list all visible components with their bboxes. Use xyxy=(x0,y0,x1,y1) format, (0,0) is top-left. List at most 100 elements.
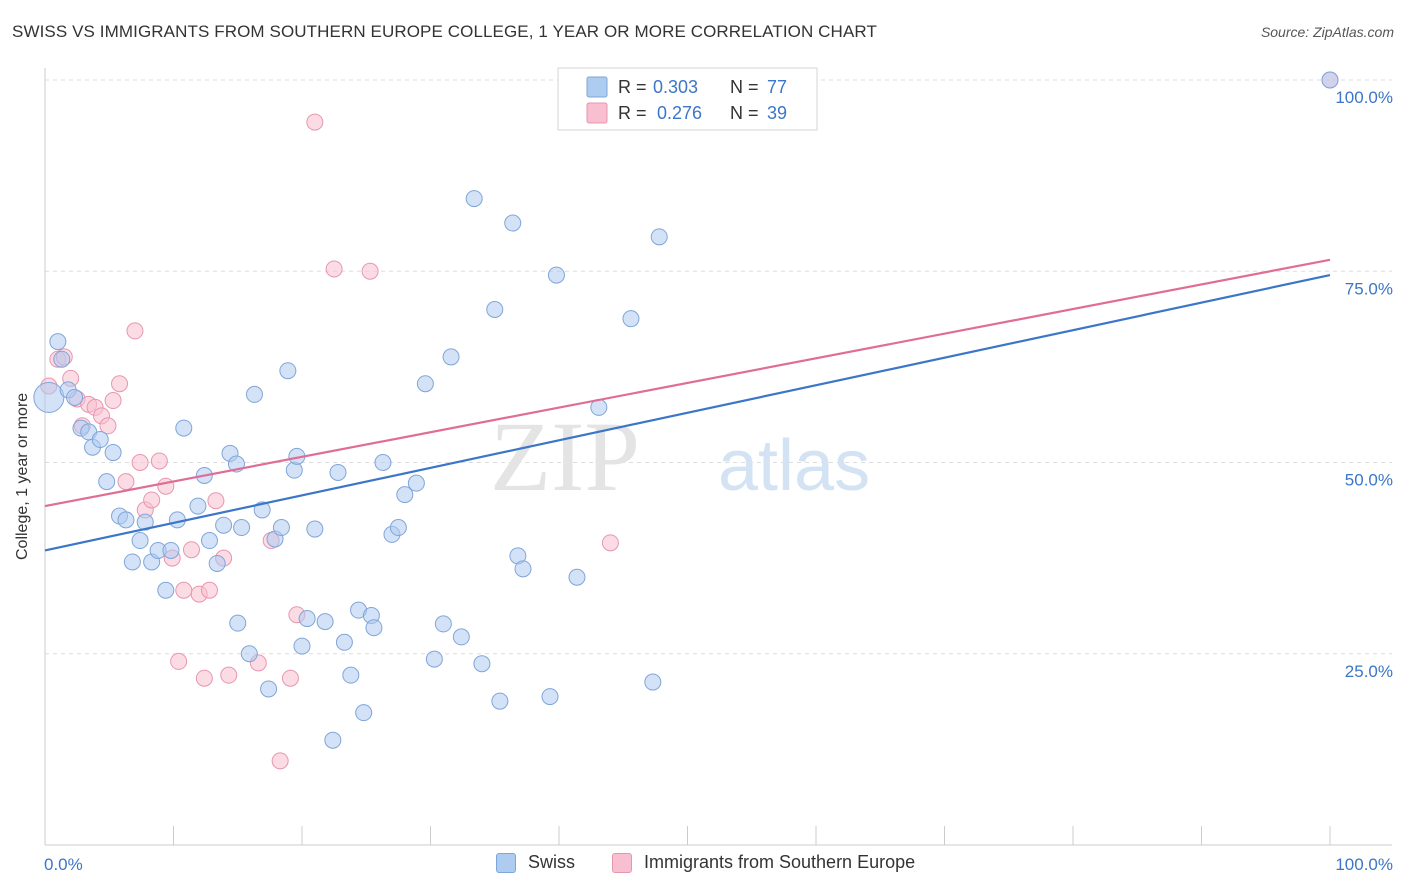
immigrants-point xyxy=(150,452,168,470)
swiss-point xyxy=(123,553,141,571)
immigrants-point xyxy=(117,473,135,491)
swiss-point xyxy=(285,461,303,479)
swiss-point xyxy=(491,692,509,710)
y-tick-label: 75.0% xyxy=(1345,279,1393,298)
trend-lines xyxy=(44,258,1331,552)
watermark-atlas: atlas xyxy=(718,426,870,506)
swiss-point xyxy=(355,704,373,722)
watermark: ZIP atlas xyxy=(490,401,870,512)
swiss-point xyxy=(442,348,460,366)
bottom-legend: Swiss Immigrants from Southern Europe xyxy=(0,852,1406,878)
swiss-point xyxy=(117,511,135,529)
immigrants-point xyxy=(601,534,619,552)
bottom-legend-swiss: Swiss xyxy=(496,852,575,873)
swiss-point xyxy=(66,388,84,406)
x-tick-labels: 0.0% 100.0% xyxy=(44,855,1393,874)
swiss-point xyxy=(407,474,425,492)
y-tick-label: 100.0% xyxy=(1335,88,1393,107)
immigrants-point xyxy=(111,375,129,393)
y-tick-labels: 100.0% 75.0% 50.0% 25.0% xyxy=(1335,88,1393,681)
swiss-point xyxy=(98,473,116,491)
swiss-point xyxy=(272,519,290,537)
swiss-point xyxy=(329,463,347,481)
legend-swiss-n-label: N = xyxy=(730,77,759,97)
series-immigrants-points xyxy=(40,71,1339,770)
gridlines xyxy=(45,79,1392,655)
series-swiss-points xyxy=(33,71,1339,749)
immigrants-point xyxy=(182,541,200,559)
swiss-point xyxy=(229,614,247,632)
swiss-point xyxy=(473,655,491,673)
bottom-legend-immigrants: Immigrants from Southern Europe xyxy=(612,852,915,873)
swiss-point xyxy=(396,486,414,504)
y-tick-label: 25.0% xyxy=(1345,662,1393,681)
bottom-legend-label-swiss: Swiss xyxy=(528,852,576,872)
bottom-legend-swatch-swiss xyxy=(496,852,516,873)
bottom-legend-swatch-immigrants xyxy=(612,852,632,873)
swiss-point xyxy=(208,554,226,572)
legend-swatch-immigrants xyxy=(586,102,608,124)
legend-swiss-r-value: 0.303 xyxy=(653,77,698,97)
immigrants-point xyxy=(170,652,188,670)
swiss-point xyxy=(452,628,470,646)
legend-swiss-n-value: 77 xyxy=(767,77,787,97)
swiss-point xyxy=(104,444,122,462)
immigrants-point xyxy=(143,491,161,509)
swiss-point xyxy=(465,190,483,208)
legend-immigrants-n-label: N = xyxy=(730,103,759,123)
x-tick-label-left: 0.0% xyxy=(44,855,83,874)
swiss-point xyxy=(298,610,316,628)
swiss-point xyxy=(514,560,532,578)
immigrants-point xyxy=(131,454,149,471)
swiss-point xyxy=(215,516,233,534)
swiss-point xyxy=(189,497,207,515)
swiss-point xyxy=(650,228,668,246)
swiss-point xyxy=(157,581,175,599)
swiss-trend-line xyxy=(44,273,1331,552)
source-label: Source: ZipAtlas.com xyxy=(1260,24,1394,40)
swiss-point xyxy=(131,532,149,550)
swiss-point xyxy=(245,385,263,403)
immigrants-point xyxy=(195,669,213,687)
swiss-point xyxy=(316,613,334,631)
swiss-point xyxy=(622,310,640,328)
immigrants-point xyxy=(99,417,117,435)
immigrants-point xyxy=(200,581,218,599)
swiss-point xyxy=(486,301,504,318)
y-tick-label: 50.0% xyxy=(1345,471,1393,490)
immigrants-point xyxy=(361,262,379,280)
immigrants-point xyxy=(126,322,144,340)
legend-box: R = 0.303 N = 77 R = 0.276 N = 39 xyxy=(557,67,818,131)
swiss-point xyxy=(335,633,353,651)
swiss-point xyxy=(568,568,586,586)
swiss-point xyxy=(240,645,258,663)
swiss-point xyxy=(541,688,559,706)
watermark-zip: ZIP xyxy=(490,401,640,512)
immigrants-point xyxy=(157,477,175,495)
immigrants-point xyxy=(207,492,225,510)
swiss-point xyxy=(279,362,297,380)
swiss-point xyxy=(365,619,383,637)
swiss-point xyxy=(324,731,342,749)
legend-immigrants-r-label: R = xyxy=(618,103,647,123)
immigrants-trend-line xyxy=(44,258,1331,508)
x-tick-label-right: 100.0% xyxy=(1335,855,1393,874)
swiss-point xyxy=(136,513,154,531)
swiss-point xyxy=(547,266,565,284)
legend-swiss-r-label: R = xyxy=(618,77,647,97)
swiss-point xyxy=(162,541,180,559)
legend-immigrants-r-value: 0.276 xyxy=(657,103,702,123)
swiss-point xyxy=(425,650,443,668)
immigrants-point xyxy=(281,669,299,687)
legend-immigrants-n-value: 39 xyxy=(767,103,787,123)
swiss-point xyxy=(49,333,67,351)
swiss-point xyxy=(53,350,71,368)
swiss-point xyxy=(504,214,522,232)
swiss-point xyxy=(644,673,662,691)
immigrants-point xyxy=(220,666,238,684)
swiss-point xyxy=(389,519,407,537)
swiss-point xyxy=(260,680,278,698)
swiss-point xyxy=(33,381,65,413)
swiss-point xyxy=(175,419,193,437)
swiss-point xyxy=(306,520,324,538)
